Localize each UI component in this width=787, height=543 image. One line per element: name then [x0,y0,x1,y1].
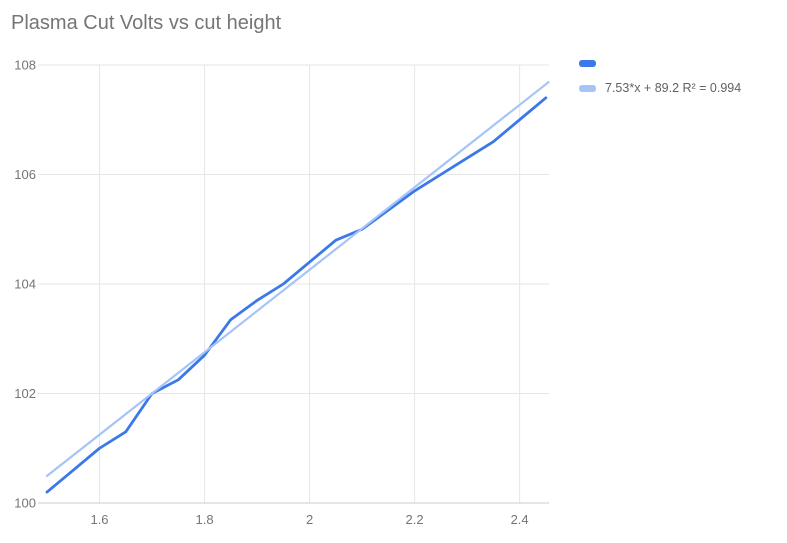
series-line [45,96,548,494]
trendline-swatch [579,84,596,92]
legend-item-series [579,56,605,70]
legend-item-trendline: 7.53*x + 89.2 R² = 0.994 [579,81,741,95]
x-tick-label: 1.8 [196,512,214,527]
x-tick-label: 2.4 [511,512,529,527]
y-tick-label: 100 [14,496,36,511]
trendline [45,81,550,477]
trendline-legend-label: 7.53*x + 89.2 R² = 0.994 [605,81,742,95]
x-tick-label: 1.6 [90,512,108,527]
y-tick-label: 104 [14,277,36,292]
y-tick-label: 108 [14,58,36,73]
series-swatch [579,59,596,67]
chart-title: Plasma Cut Volts vs cut height [11,12,282,34]
y-tick-label: 106 [14,167,36,182]
y-tick-label: 102 [14,386,36,401]
x-tick-label: 2 [306,512,313,527]
x-tick-label: 2.2 [406,512,424,527]
